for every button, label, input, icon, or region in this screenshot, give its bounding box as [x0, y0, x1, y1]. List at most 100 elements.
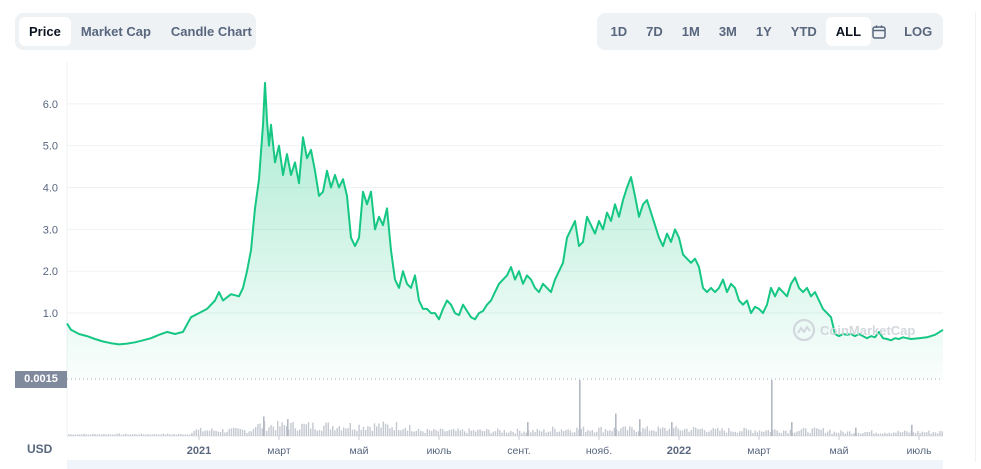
- tab-price[interactable]: Price: [19, 17, 71, 46]
- range-3m[interactable]: 3M: [718, 24, 737, 39]
- range-ytd[interactable]: YTD: [790, 24, 817, 39]
- volume-bar: [380, 427, 382, 436]
- volume-bar: [618, 431, 620, 436]
- volume-bar: [167, 433, 169, 436]
- volume-bar: [671, 422, 673, 436]
- volume-bar: [901, 432, 904, 436]
- volume-bar: [318, 430, 321, 436]
- volume-bar: [257, 424, 259, 436]
- volume-bar: [211, 428, 213, 436]
- volume-bar: [134, 434, 136, 436]
- volume-bar: [90, 434, 92, 436]
- volume-bar: [637, 431, 640, 436]
- volume-bar: [864, 432, 866, 436]
- tab-market-cap[interactable]: Market Cap: [80, 24, 151, 39]
- volume-bar: [411, 431, 413, 436]
- volume-bar: [376, 426, 378, 436]
- volume-bar: [844, 433, 846, 436]
- volume-bar: [472, 430, 475, 436]
- tab-candle-chart[interactable]: Candle Chart: [170, 24, 252, 39]
- volume-bar: [710, 430, 712, 436]
- volume-bar: [455, 430, 457, 436]
- volume-bar: [655, 431, 657, 436]
- volume-bar: [838, 432, 840, 436]
- volume-bar: [886, 433, 888, 436]
- range-1y[interactable]: 1Y: [755, 24, 772, 39]
- volume-bar: [431, 431, 433, 436]
- volume-bar: [362, 426, 365, 436]
- volume-bar: [596, 431, 598, 436]
- volume-bar: [508, 432, 510, 436]
- volume-bar: [558, 431, 560, 436]
- volume-bar: [721, 428, 723, 436]
- volume-bar: [701, 428, 703, 436]
- volume-bar: [290, 423, 292, 436]
- volume-bar: [127, 434, 129, 436]
- volume-bar: [904, 430, 906, 436]
- volume-bar: [213, 430, 215, 436]
- volume-bar: [266, 430, 268, 436]
- volume-bar: [281, 422, 283, 436]
- volume-bar: [118, 433, 120, 436]
- volume-bar: [329, 429, 332, 436]
- volume-bar: [831, 433, 833, 436]
- volume-bar: [129, 434, 131, 436]
- volume-bar: [112, 434, 114, 436]
- volume-bar: [125, 433, 127, 436]
- volume-bar: [393, 430, 395, 436]
- volume-bar: [505, 432, 508, 436]
- volume-bar: [420, 430, 422, 436]
- range-1d[interactable]: 1D: [610, 24, 628, 39]
- volume-bar: [226, 431, 228, 436]
- volume-bar: [259, 423, 261, 436]
- volume-bar: [72, 434, 74, 436]
- volume-bar: [677, 428, 679, 436]
- volume-bar: [576, 427, 578, 436]
- volume-bar: [811, 428, 813, 436]
- volume-bar: [681, 430, 684, 436]
- volume-bar: [805, 428, 807, 436]
- volume-bar: [820, 430, 822, 436]
- volume-bar: [186, 434, 189, 436]
- volume-bar: [730, 431, 732, 436]
- volume-bar: [391, 427, 393, 436]
- volume-bar: [250, 431, 252, 436]
- volume-bar: [571, 432, 574, 436]
- volume-bar: [457, 428, 459, 436]
- log-toggle[interactable]: LOG: [904, 24, 933, 39]
- volume-bar: [248, 431, 250, 436]
- volume-bar: [246, 433, 248, 436]
- volume-bar: [884, 432, 886, 436]
- volume-bar: [228, 428, 230, 436]
- volume-bar: [239, 429, 241, 436]
- volume-bar: [459, 430, 461, 436]
- volume-bar: [483, 431, 486, 436]
- volume-bar: [697, 429, 699, 436]
- volume-bar: [270, 425, 272, 436]
- volume-bar: [503, 430, 505, 436]
- volume-bar: [101, 434, 103, 436]
- volume-bar: [699, 429, 701, 436]
- range-7d[interactable]: 7D: [646, 24, 663, 39]
- volume-bar: [83, 433, 85, 436]
- volume-bar: [794, 432, 796, 436]
- range-1m[interactable]: 1M: [681, 24, 700, 39]
- volume-bar: [631, 427, 633, 436]
- range-all[interactable]: ALL: [826, 17, 871, 46]
- volume-bar: [272, 426, 274, 436]
- volume-bar: [334, 430, 336, 436]
- calendar-icon[interactable]: [871, 17, 887, 46]
- range-navigator[interactable]: [67, 460, 943, 469]
- x-tick-label: март: [267, 445, 291, 457]
- volume-bar: [556, 432, 558, 436]
- panel-divider: [975, 12, 976, 462]
- volume-bar: [860, 433, 862, 436]
- volume-bar: [98, 434, 101, 436]
- volume-bar: [862, 433, 864, 436]
- volume-bar: [217, 431, 219, 436]
- volume-bar: [307, 422, 310, 436]
- volume-bar: [85, 434, 87, 436]
- volume-bar: [908, 432, 910, 436]
- volume-bar: [131, 434, 134, 436]
